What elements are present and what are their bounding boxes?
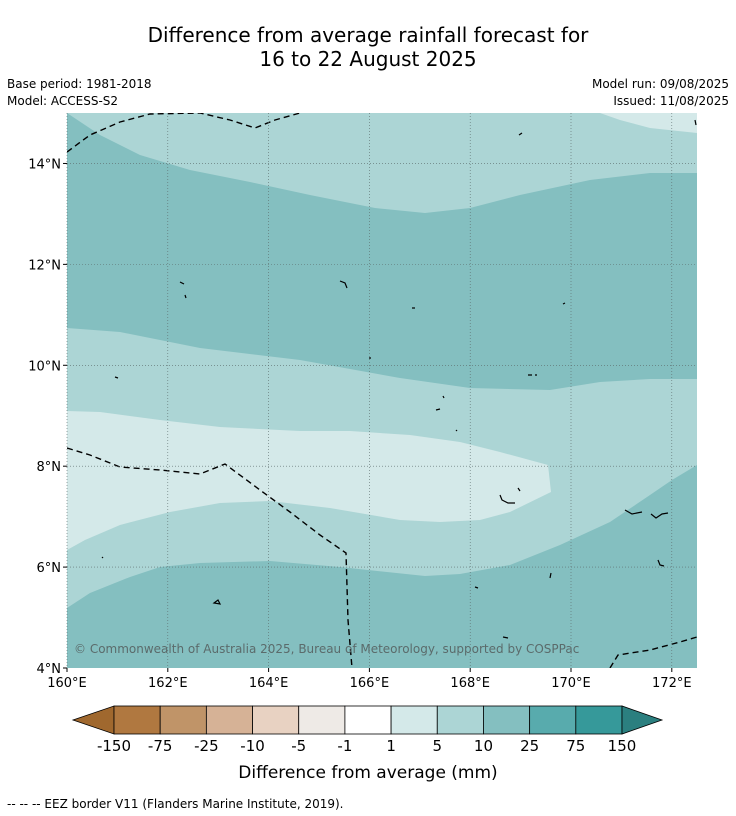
island: [650, 512, 669, 519]
island: [549, 572, 552, 579]
colorbar-swatch: [529, 705, 577, 735]
islands: [101, 119, 697, 639]
gridlines: [66, 113, 697, 668]
colorbar-swatch: [298, 705, 346, 735]
island: [101, 556, 104, 559]
island: [455, 429, 458, 432]
eez-legend: -- -- -- EEZ border V11 (Flanders Marine…: [7, 797, 344, 811]
colorbar-tick-label: 5: [432, 737, 442, 755]
x-tick-label: 172°E: [652, 676, 692, 691]
island: [339, 280, 348, 289]
island: [517, 487, 521, 492]
x-tick-label: 164°E: [249, 676, 289, 691]
y-tick-label: 14°N: [28, 157, 61, 172]
island: [624, 509, 643, 515]
colorbar-tick-label: 150: [608, 737, 637, 755]
colorbar-swatch: [159, 705, 207, 735]
island: [474, 586, 479, 589]
colorbar-label: Difference from average (mm): [238, 763, 497, 783]
island: [502, 636, 509, 639]
colorbar: -150 -75 -25 -10 -5 -1 1 5 10 25 75 150: [71, 705, 664, 755]
island: [114, 376, 119, 379]
colorbar-tick-label: 1: [386, 737, 396, 755]
region-middle-lightest: [67, 411, 551, 550]
colorbar-tick-label: -1: [337, 737, 352, 755]
island: [435, 408, 441, 411]
y-tick-label: 10°N: [28, 359, 61, 374]
colorbar-tick-label: -75: [148, 737, 173, 755]
x-tick-label: 162°E: [148, 676, 188, 691]
issued-date: Issued: 11/08/2025: [613, 94, 729, 108]
island: [442, 395, 445, 399]
island: [499, 494, 515, 504]
colorbar-swatch: [483, 705, 531, 735]
colorbar-tick-label: -25: [194, 737, 219, 755]
colorbar-tick-label: 10: [474, 737, 493, 755]
colorbar-swatch: [113, 705, 161, 735]
colorbar-tick-label: -150: [97, 737, 131, 755]
title-line-2: 16 to 22 August 2025: [259, 47, 477, 71]
y-tick-label: 12°N: [28, 258, 61, 273]
colorbar-extend-low: [71, 705, 115, 735]
island: [184, 294, 187, 299]
region-top-lightest: [600, 113, 697, 133]
y-tick-label: 8°N: [37, 460, 62, 475]
colorbar-tick-label: -5: [291, 737, 306, 755]
region-top-light: [67, 113, 697, 213]
island: [518, 132, 523, 136]
x-axis: 160°E 162°E 164°E 166°E 168°E 170°E 172°E: [47, 668, 692, 691]
title-line-1: Difference from average rainfall forecas…: [147, 23, 589, 47]
colorbar-extend-high: [621, 705, 664, 735]
y-tick-label: 6°N: [37, 561, 62, 576]
island: [212, 599, 222, 605]
colorbar-swatch: [390, 705, 438, 735]
colorbar-swatch: [575, 705, 623, 735]
colorbar-swatch: [205, 705, 253, 735]
island: [562, 302, 566, 305]
colorbar-tick-label: 25: [520, 737, 539, 755]
colorbar-tick-label: -10: [240, 737, 265, 755]
colorbar-swatch: [344, 705, 392, 735]
map-panel: [67, 113, 697, 668]
x-tick-label: 170°E: [551, 676, 591, 691]
colorbar-swatch: [436, 705, 484, 735]
island: [179, 281, 185, 285]
x-tick-label: 160°E: [47, 676, 87, 691]
y-tick-label: 4°N: [37, 662, 62, 677]
colorbar-tick-label: 75: [566, 737, 585, 755]
colorbar-swatch: [252, 705, 300, 735]
base-period: Base period: 1981-2018: [7, 77, 152, 91]
x-tick-label: 166°E: [350, 676, 390, 691]
model-name: Model: ACCESS-S2: [7, 94, 119, 108]
y-axis: 14°N 12°N 10°N 8°N 6°N 4°N: [28, 157, 67, 677]
copyright-text: © Commonwealth of Australia 2025, Bureau…: [74, 642, 579, 656]
eez-border-west: [67, 447, 353, 668]
x-tick-label: 168°E: [450, 676, 490, 691]
island: [694, 119, 697, 126]
model-run-date: Model run: 09/08/2025: [591, 77, 729, 91]
eez-border-southeast: [609, 636, 697, 668]
island: [657, 559, 665, 567]
